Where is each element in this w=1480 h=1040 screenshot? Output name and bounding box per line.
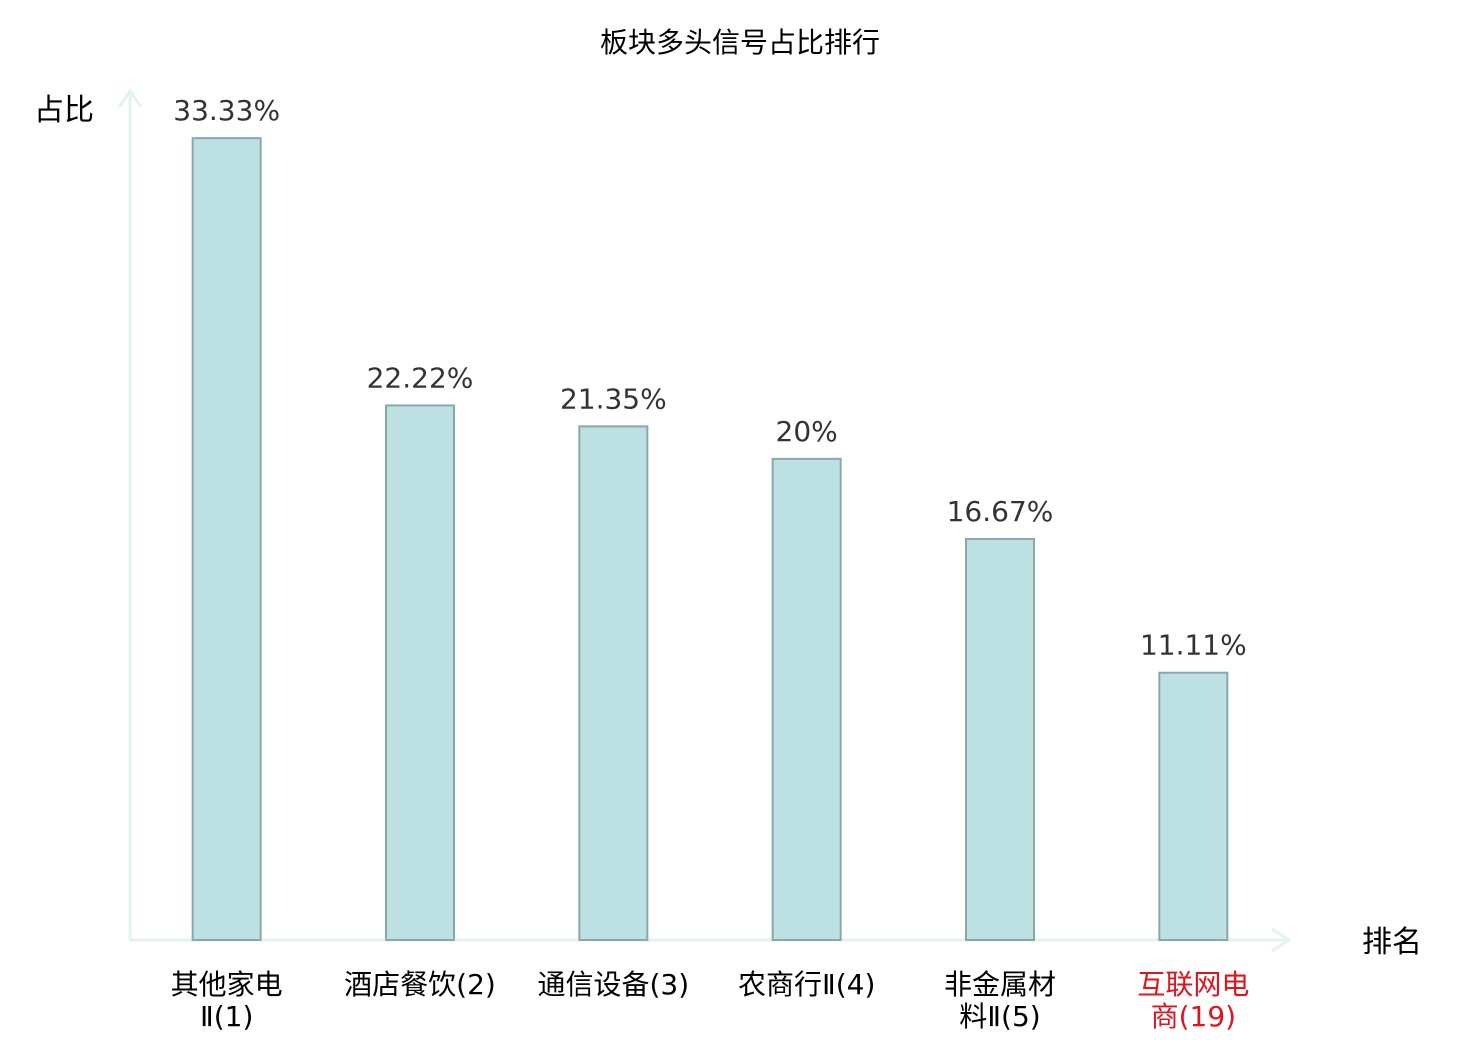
y-axis-arrow	[117, 88, 143, 108]
x-axis-label: 排名	[1362, 925, 1422, 960]
category-label-6: 互联网电商(19)	[1137, 968, 1249, 1033]
category-label-line: 互联网电	[1137, 968, 1249, 1001]
bar-6	[1158, 671, 1229, 941]
category-label-1: 其他家电 Ⅱ(1)	[171, 968, 283, 1033]
bar-2	[385, 404, 455, 941]
category-label-line: Ⅱ(1)	[200, 1000, 253, 1033]
value-label-4: 20%	[776, 415, 838, 448]
y-axis-label: 占比	[34, 93, 94, 128]
category-label-line: 非金属材	[944, 968, 1056, 1001]
category-label-line: 通信设备(3)	[537, 968, 689, 1001]
category-label-2: 酒店餐饮(2)	[344, 968, 496, 1001]
category-label-3: 通信设备(3)	[537, 968, 689, 1001]
category-label-line: 料Ⅱ(5)	[959, 1000, 1040, 1033]
value-label-5: 16.67%	[947, 495, 1054, 528]
value-label-2: 22.22%	[367, 361, 474, 394]
bar-4	[771, 457, 842, 941]
chart-title: 板块多头信号占比排行	[600, 26, 880, 59]
value-label-6: 11.11%	[1140, 629, 1247, 662]
bars	[191, 137, 1229, 941]
x-axis-arrow	[1271, 927, 1292, 953]
bar-1	[191, 137, 262, 941]
bar-5	[965, 537, 1035, 941]
category-label-4: 农商行Ⅱ(4)	[738, 968, 875, 1001]
bar-3	[578, 425, 649, 941]
category-label-line: 酒店餐饮(2)	[344, 968, 496, 1001]
category-label-line: 商(19)	[1151, 1000, 1236, 1033]
category-labels: 其他家电 Ⅱ(1) 酒店餐饮(2) 通信设备(3) 农商行Ⅱ(4) 非金属材料Ⅱ(5) 互联…	[171, 968, 1250, 1033]
category-label-line: 其他家电	[171, 968, 283, 1001]
category-label-line: 农商行Ⅱ(4)	[738, 968, 875, 1001]
value-labels: 33.33% 22.22% 21.35% 20% 16.67% 11.11%	[173, 94, 1246, 662]
category-label-5: 非金属材料Ⅱ(5)	[944, 968, 1056, 1033]
value-label-1: 33.33%	[173, 94, 280, 127]
value-label-3: 21.35%	[560, 382, 667, 415]
